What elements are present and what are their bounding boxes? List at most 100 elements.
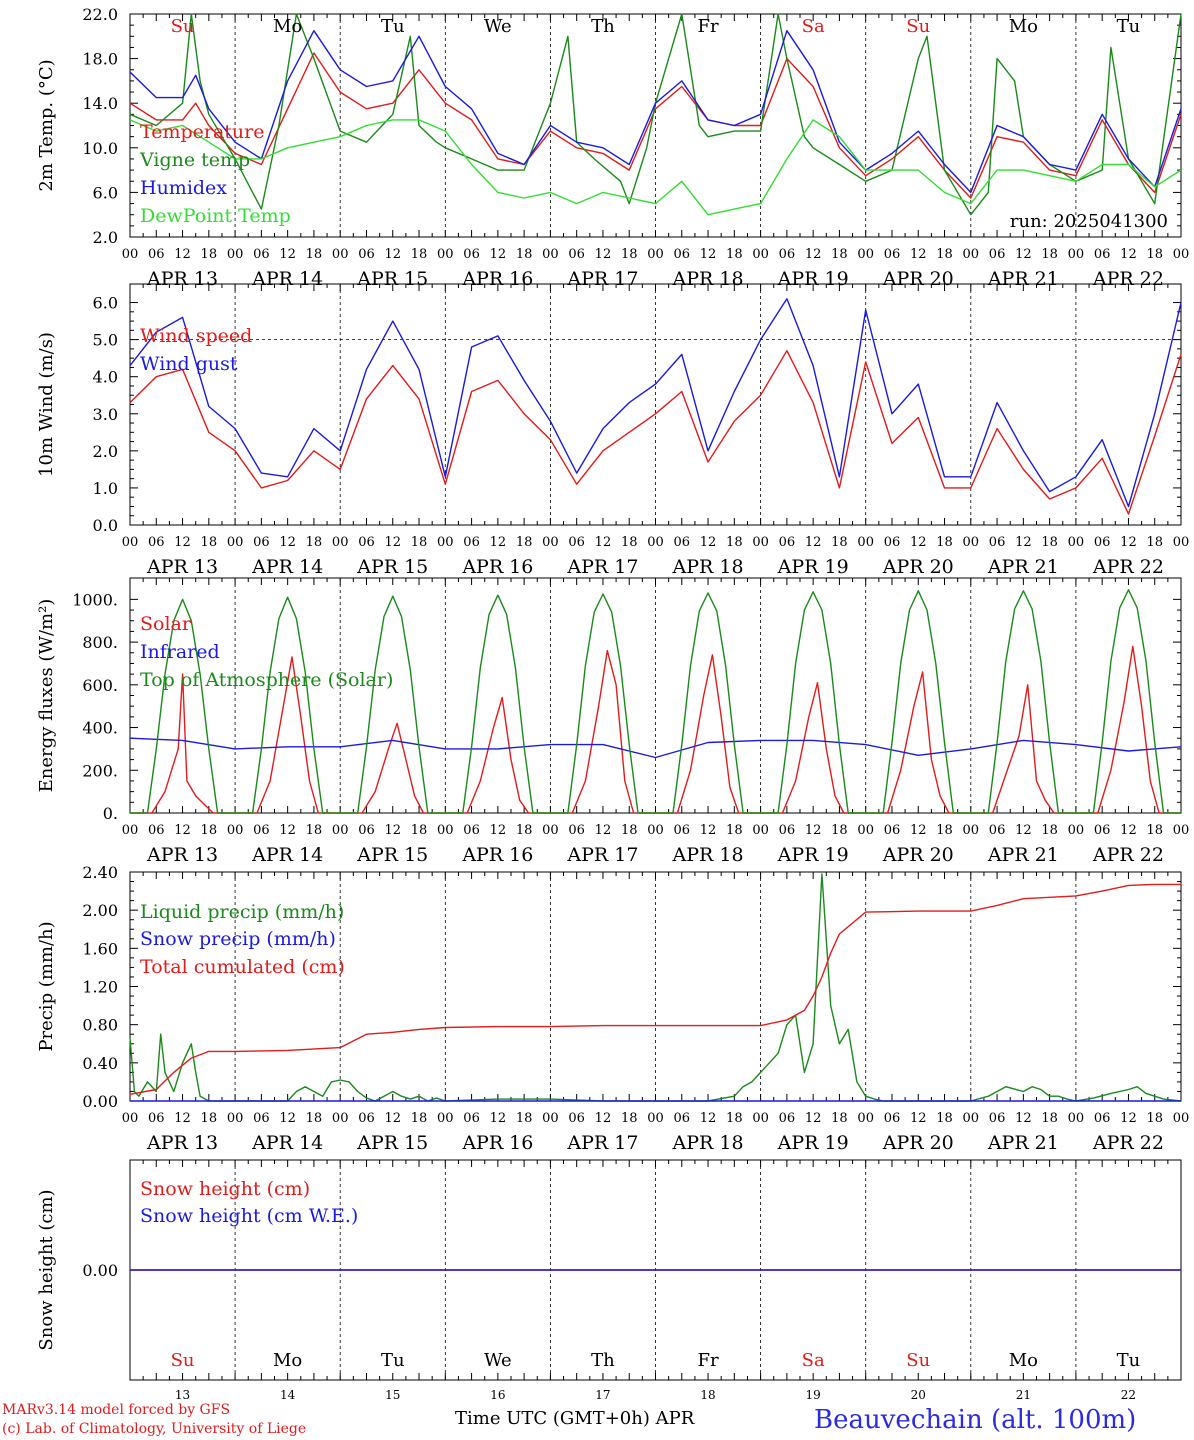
y-tick-label: 1000. <box>72 590 118 609</box>
hour-tick-label: 18 <box>726 823 743 838</box>
y-tick-label: 0. <box>103 804 118 823</box>
y-tick-label: 2.0 <box>93 228 118 247</box>
hour-tick-label: 06 <box>884 823 901 838</box>
series-line-wind-gust <box>129 298 1182 508</box>
day-name-label: Tu <box>381 16 405 37</box>
date-label: APR 16 <box>461 844 533 866</box>
legend-entry: Wind speed <box>140 325 252 347</box>
hour-tick-label: 12 <box>595 823 612 838</box>
hour-tick-label: 18 <box>621 247 638 262</box>
legend-entry: Snow height (cm) <box>140 1178 310 1200</box>
hour-tick-label: 06 <box>358 247 375 262</box>
hour-tick-label: 00 <box>1068 247 1085 262</box>
hour-tick-label: 18 <box>306 1111 323 1126</box>
hour-tick-label: 12 <box>1015 247 1032 262</box>
hour-tick-label: 18 <box>621 535 638 550</box>
day-number-label: 20 <box>911 1388 926 1402</box>
run-annotation: run: 2025041300 <box>1010 211 1168 232</box>
hour-tick-label: 06 <box>463 535 480 550</box>
hour-tick-label: 12 <box>490 247 507 262</box>
hour-tick-label: 06 <box>1094 823 1111 838</box>
hour-tick-label: 12 <box>1120 1111 1137 1126</box>
hour-tick-label: 18 <box>306 823 323 838</box>
hour-tick-label: 18 <box>1041 535 1058 550</box>
hour-tick-label: 18 <box>831 1111 848 1126</box>
hour-tick-label: 00 <box>542 247 559 262</box>
hour-tick-label: 06 <box>884 1111 901 1126</box>
hour-tick-label: 18 <box>1146 535 1163 550</box>
hour-tick-label: 00 <box>227 823 244 838</box>
data-layer <box>129 13 1182 1271</box>
date-label: APR 21 <box>987 1132 1059 1154</box>
day-name-label: Mo <box>1009 1350 1038 1371</box>
hour-tick-label: 18 <box>411 247 428 262</box>
day-name-label: Su <box>171 16 195 37</box>
hour-tick-label: 12 <box>279 535 296 550</box>
hour-tick-label: 00 <box>857 247 874 262</box>
series-line-temperature <box>129 52 1182 199</box>
footer-credit-1: MARv3.14 model forced by GFS <box>2 1402 230 1418</box>
hour-tick-label: 06 <box>568 823 585 838</box>
hour-tick-label: 12 <box>279 823 296 838</box>
hour-tick-label: 00 <box>227 247 244 262</box>
y-tick-label: 6.0 <box>93 294 118 313</box>
hour-tick-label: 12 <box>805 247 822 262</box>
hour-tick-label: 06 <box>674 247 691 262</box>
date-label: APR 17 <box>566 844 638 866</box>
hour-tick-label: 00 <box>1068 535 1085 550</box>
hour-tick-label: 00 <box>332 535 349 550</box>
hour-tick-label: 00 <box>122 247 139 262</box>
hour-tick-label: 18 <box>516 247 533 262</box>
hour-tick-label: 12 <box>910 823 927 838</box>
y-axis-label: Snow height (cm) <box>36 1189 57 1350</box>
y-tick-label: 3.0 <box>93 405 118 424</box>
hour-tick-label: 18 <box>1041 247 1058 262</box>
y-tick-label: 1.20 <box>82 978 118 997</box>
hour-tick-label: 12 <box>1120 247 1137 262</box>
date-label: APR 20 <box>882 556 954 578</box>
hour-tick-label: 06 <box>463 823 480 838</box>
hour-tick-label: 18 <box>936 535 953 550</box>
day-name-label: Mo <box>273 16 302 37</box>
hour-tick-label: 18 <box>1146 1111 1163 1126</box>
hour-tick-label: 18 <box>831 247 848 262</box>
hour-tick-label: 06 <box>674 823 691 838</box>
hour-tick-label: 12 <box>384 247 401 262</box>
y-tick-label: 400. <box>82 719 118 738</box>
y-tick-label: 14.0 <box>82 94 118 113</box>
date-label: APR 17 <box>566 1132 638 1154</box>
hour-tick-label: 18 <box>516 823 533 838</box>
day-number-label: 21 <box>1016 1388 1031 1402</box>
hour-tick-label: 12 <box>384 1111 401 1126</box>
hour-tick-label: 06 <box>358 823 375 838</box>
hour-tick-label: 18 <box>726 535 743 550</box>
date-label: APR 19 <box>777 1132 849 1154</box>
hour-tick-label: 18 <box>726 1111 743 1126</box>
day-name-label: Fr <box>698 1350 719 1371</box>
hour-tick-label: 06 <box>463 247 480 262</box>
date-label: APR 15 <box>356 556 428 578</box>
hour-tick-label: 18 <box>411 535 428 550</box>
hour-tick-label: 06 <box>989 823 1006 838</box>
hour-tick-label: 00 <box>1173 247 1190 262</box>
hour-tick-label: 00 <box>122 535 139 550</box>
day-name-label: Su <box>906 1350 930 1371</box>
y-tick-label: 6.0 <box>93 183 118 202</box>
hour-tick-label: 06 <box>989 1111 1006 1126</box>
hour-tick-label: 18 <box>936 823 953 838</box>
hour-tick-label: 12 <box>1015 823 1032 838</box>
date-label: APR 15 <box>356 268 428 290</box>
date-label: APR 13 <box>146 556 218 578</box>
day-name-label: Tu <box>1117 1350 1141 1371</box>
day-name-label: Tu <box>381 1350 405 1371</box>
hour-tick-label: 18 <box>726 247 743 262</box>
legend-entry: Liquid precip (mm/h) <box>140 901 344 923</box>
footer-credit-2: (c) Lab. of Climatology, University of L… <box>2 1421 306 1437</box>
date-label: APR 21 <box>987 268 1059 290</box>
series-line-total-cumulated-cm- <box>129 883 1181 1095</box>
hour-tick-label: 00 <box>1068 1111 1085 1126</box>
day-name-label: Th <box>591 1350 615 1371</box>
day-number-label: 13 <box>175 1388 190 1402</box>
day-number-label: 18 <box>700 1388 715 1402</box>
day-name-label: We <box>484 16 512 37</box>
